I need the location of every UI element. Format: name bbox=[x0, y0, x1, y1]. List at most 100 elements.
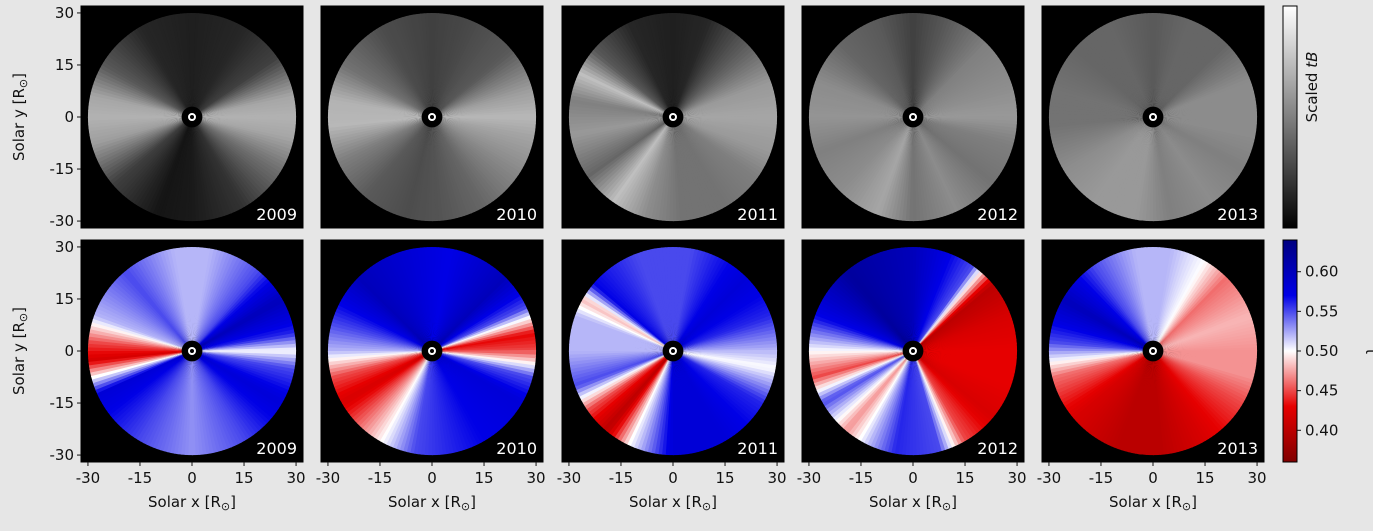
corona-wedge bbox=[913, 13, 950, 118]
corona-wedge bbox=[913, 351, 989, 432]
corona-wedge bbox=[109, 117, 192, 191]
corona-wedge bbox=[192, 351, 288, 406]
corona-wedge bbox=[432, 351, 500, 439]
corona-wedge bbox=[432, 277, 515, 351]
corona-wedge bbox=[808, 113, 913, 119]
corona-wedge bbox=[673, 260, 737, 351]
occulter-disk bbox=[421, 106, 443, 128]
corona-wedge bbox=[409, 351, 432, 456]
corona-wedge bbox=[1153, 246, 1161, 351]
corona-wedge bbox=[650, 117, 673, 222]
corona-wedge bbox=[629, 117, 673, 218]
corona-wedge bbox=[1153, 250, 1197, 351]
corona-wedge bbox=[432, 43, 515, 118]
occulter-disk bbox=[662, 340, 684, 362]
corona-wedge bbox=[913, 351, 987, 434]
corona-wedge bbox=[1153, 117, 1249, 172]
corona-wedge bbox=[842, 31, 913, 117]
corona-wedge bbox=[432, 351, 537, 385]
corona-wedge bbox=[192, 289, 284, 351]
corona-wedge bbox=[346, 351, 432, 422]
corona-wedge bbox=[580, 290, 673, 351]
corona-wedge bbox=[1153, 117, 1258, 133]
corona-wedge bbox=[1153, 351, 1212, 445]
corona-wedge bbox=[343, 50, 432, 118]
corona-wedge bbox=[97, 59, 192, 117]
occulter-disk bbox=[421, 340, 443, 362]
corona-wedge bbox=[368, 351, 432, 442]
corona-wedge bbox=[432, 351, 537, 374]
corona-wedge bbox=[849, 351, 913, 442]
y-axis-label: Solar y [R⊙] bbox=[10, 73, 30, 161]
corona-wedge bbox=[913, 117, 972, 211]
corona-wedge bbox=[192, 117, 260, 205]
corona-wedge bbox=[1061, 117, 1153, 179]
corona-wedge bbox=[1069, 44, 1153, 117]
corona-wedge bbox=[430, 246, 436, 351]
corona-wedge bbox=[609, 351, 673, 442]
corona-wedge bbox=[327, 321, 432, 351]
corona-wedge bbox=[671, 246, 677, 351]
corona-wedge bbox=[113, 273, 192, 351]
corona-wedge bbox=[590, 117, 673, 191]
corona-wedge bbox=[373, 257, 432, 351]
corona-wedge bbox=[590, 351, 673, 425]
corona-wedge bbox=[581, 351, 673, 413]
corona-wedge bbox=[913, 52, 1003, 117]
corona-wedge bbox=[351, 117, 432, 193]
corona-wedge bbox=[639, 351, 673, 456]
colorbar-tau: 0.40 0.45 0.50 0.55 0.60 τ bbox=[1282, 239, 1373, 463]
corona-wedge bbox=[327, 90, 432, 117]
corona-wedge bbox=[827, 351, 913, 422]
corona-wedge bbox=[581, 117, 673, 179]
corona-wedge bbox=[402, 117, 432, 222]
corona-wedge bbox=[673, 351, 778, 385]
corona-wedge bbox=[1153, 295, 1249, 351]
corona-wedge bbox=[913, 351, 1017, 388]
corona-wedge bbox=[673, 117, 732, 211]
corona-wedge bbox=[1048, 347, 1153, 353]
corona-wedge bbox=[432, 117, 521, 184]
corona-wedge bbox=[843, 117, 913, 203]
corona-wedge bbox=[137, 117, 192, 213]
corona-wedge bbox=[327, 343, 432, 351]
corona-wedge bbox=[808, 324, 913, 351]
corona-wedge bbox=[913, 351, 1009, 406]
corona-wedge bbox=[327, 98, 432, 117]
corona-wedge bbox=[865, 117, 913, 217]
corona-wedge bbox=[87, 321, 192, 351]
corona-wedge bbox=[192, 247, 229, 351]
corona-wedge bbox=[87, 94, 192, 117]
corona-wedge bbox=[1153, 117, 1235, 193]
corona-wedge bbox=[808, 109, 913, 117]
corona-wedge bbox=[330, 310, 432, 351]
x-axis-label: Solar x [R⊙] bbox=[869, 493, 957, 513]
corona-wedge bbox=[99, 56, 192, 117]
corona-wedge bbox=[91, 73, 192, 117]
corona-wedge bbox=[1123, 117, 1153, 222]
corona-wedge bbox=[822, 53, 913, 117]
corona-wedge bbox=[673, 351, 747, 434]
corona-wedge bbox=[568, 317, 673, 351]
corona-wedge bbox=[374, 117, 432, 212]
corona-wedge bbox=[827, 117, 913, 188]
corona-wedge bbox=[1153, 246, 1187, 351]
corona-wedge bbox=[1153, 351, 1257, 388]
corona-wedge bbox=[96, 117, 192, 173]
corona-wedge bbox=[673, 351, 735, 443]
corona-wedge bbox=[432, 258, 493, 351]
corona-wedge bbox=[188, 117, 194, 222]
corona-wedge bbox=[432, 117, 537, 125]
corona-wedge bbox=[192, 246, 200, 351]
corona-image bbox=[568, 12, 778, 222]
corona-wedge bbox=[913, 117, 984, 203]
corona-wedge bbox=[192, 117, 257, 207]
corona-wedge bbox=[98, 351, 192, 410]
corona-wedge bbox=[1149, 351, 1155, 456]
corona-wedge bbox=[1153, 117, 1237, 190]
corona-wedge bbox=[1126, 117, 1153, 222]
corona-wedge bbox=[192, 246, 222, 351]
corona-wedge bbox=[1153, 292, 1247, 351]
corona-wedge bbox=[855, 351, 913, 446]
corona-wedge bbox=[808, 339, 913, 351]
